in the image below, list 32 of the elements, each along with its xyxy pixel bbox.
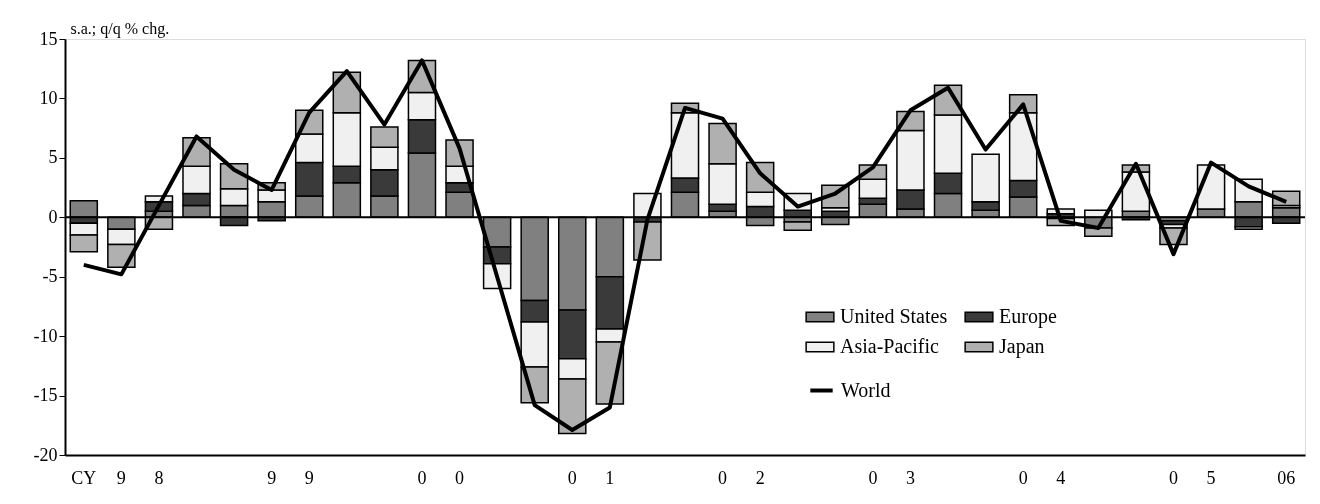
x-tick-label: 0 xyxy=(1018,467,1028,488)
y-tick-label: 5 xyxy=(48,147,58,168)
legend-label: Asia-Pacific xyxy=(840,335,939,357)
x-tick-label: 0 xyxy=(417,467,427,488)
x-tick-label: 9 xyxy=(304,467,314,488)
y-tick-label: 0 xyxy=(48,206,58,227)
y-tick-label: 15 xyxy=(39,28,58,49)
x-tick-label: 06 xyxy=(1277,467,1296,488)
legend-label: Japan xyxy=(999,335,1045,358)
y-axis-title: s.a.; q/q % chg. xyxy=(70,19,170,38)
y-tick-label: 10 xyxy=(39,87,58,108)
x-tick-label: CY xyxy=(71,467,97,488)
legend-label: World xyxy=(841,378,891,401)
x-tick-label: 1 xyxy=(605,467,615,488)
y-tick-label: -5 xyxy=(42,266,58,287)
x-tick-label: 9 xyxy=(267,467,277,488)
x-tick-label: 0 xyxy=(1168,467,1178,488)
x-tick-label: 4 xyxy=(1056,467,1066,488)
x-tick-label: 0 xyxy=(455,467,465,488)
legend-label: Europe xyxy=(999,305,1057,328)
x-tick-label: 8 xyxy=(154,467,164,488)
y-tick-label: -15 xyxy=(33,385,58,406)
x-tick-label: 9 xyxy=(116,467,126,488)
x-tick-label: 3 xyxy=(905,467,915,488)
x-tick-label: 2 xyxy=(755,467,765,488)
y-tick-label: -20 xyxy=(33,444,58,465)
legend-label: United States xyxy=(840,305,948,327)
x-tick-label: 0 xyxy=(868,467,878,488)
x-tick-label: 5 xyxy=(1206,467,1216,488)
x-tick-label: 0 xyxy=(718,467,728,488)
y-tick-label: -10 xyxy=(33,325,58,346)
x-tick-label: 0 xyxy=(567,467,577,488)
